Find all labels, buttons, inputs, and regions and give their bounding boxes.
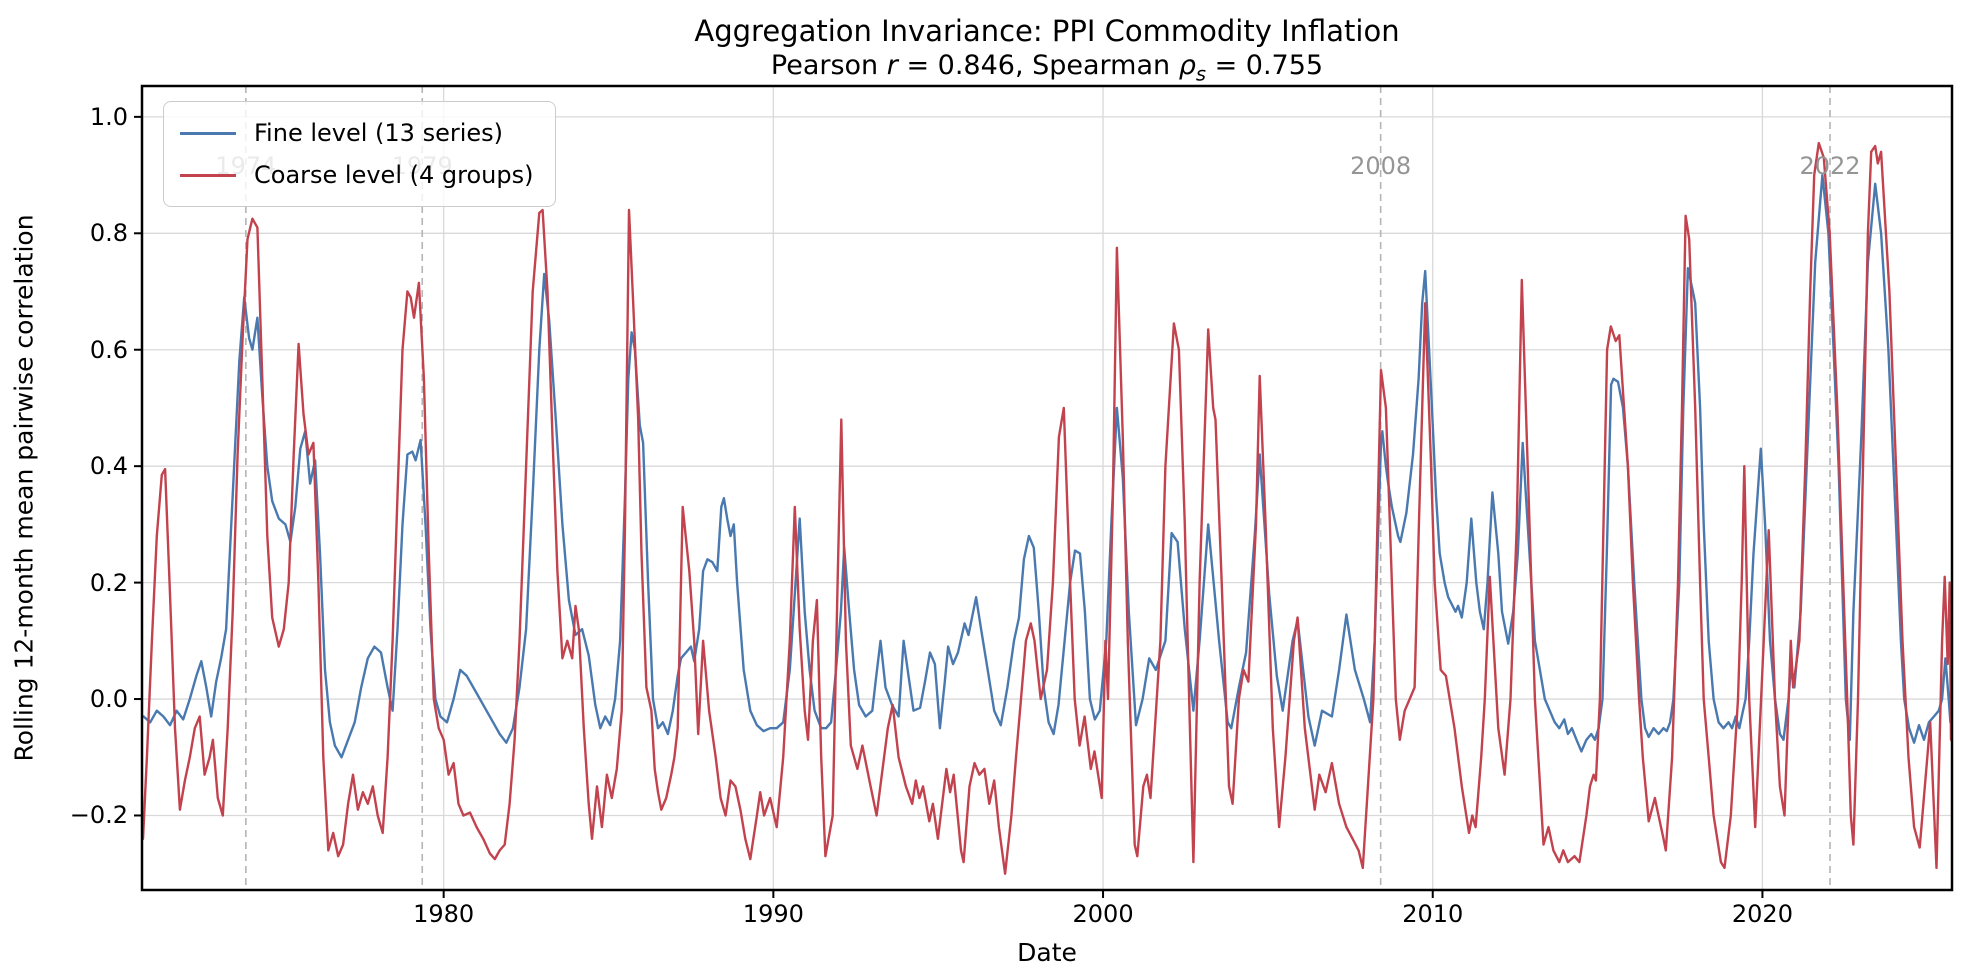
legend-label-coarse: Coarse level (4 groups) (254, 161, 534, 189)
subtitle-rho-symbol: ρ (1178, 50, 1196, 81)
x-tick-label-1980: 1980 (413, 900, 475, 928)
y-tick-label-0.0: 0.0 (89, 685, 128, 714)
y-tick-label-0.2: 0.2 (89, 568, 128, 597)
subtitle-rho-subscript: s (1195, 62, 1207, 86)
subtitle-mid-text: = 0.846, Spearman (897, 50, 1179, 81)
x-tick-label-2000: 2000 (1072, 900, 1134, 928)
y-tick-label-0.4: 0.4 (89, 452, 128, 481)
y-axis-label: Rolling 12-month mean pairwise correlati… (9, 214, 39, 762)
series-line-coarse (141, 141, 1953, 875)
fine-series-line-swatch (180, 131, 236, 135)
subtitle-pearson-text: Pearson (770, 50, 887, 81)
y-tick-label-1.0: 1.0 (89, 102, 128, 131)
series-line-fine (142, 173, 1952, 759)
legend-item-coarse: Coarse level (4 groups) (180, 154, 533, 196)
event-label-2008: 2008 (1350, 152, 1412, 180)
legend-item-fine: Fine level (13 series) (180, 112, 533, 154)
chart-subtitle: Pearson r = 0.846, Spearman ρs = 0.755 (771, 50, 1323, 85)
y-tick-label-−0.2: −0.2 (69, 801, 128, 830)
event-label-2022: 2022 (1799, 152, 1861, 180)
x-tick-label-2010: 2010 (1402, 900, 1464, 928)
y-tick-label-0.6: 0.6 (89, 335, 128, 364)
subtitle-r-symbol: r (886, 50, 898, 81)
legend: Fine level (13 series) Coarse level (4 g… (163, 101, 557, 207)
y-tick-label-0.8: 0.8 (89, 219, 128, 248)
coarse-series-line-swatch (180, 173, 236, 177)
x-tick-label-1990: 1990 (742, 900, 804, 928)
x-axis-label: Date (1017, 938, 1077, 967)
plot-border (140, 84, 1954, 892)
x-tick-label-2020: 2020 (1731, 900, 1793, 928)
subtitle-post-text: = 0.755 (1206, 50, 1324, 81)
legend-label-fine: Fine level (13 series) (254, 119, 503, 147)
chart-title: Aggregation Invariance: PPI Commodity In… (694, 14, 1400, 48)
